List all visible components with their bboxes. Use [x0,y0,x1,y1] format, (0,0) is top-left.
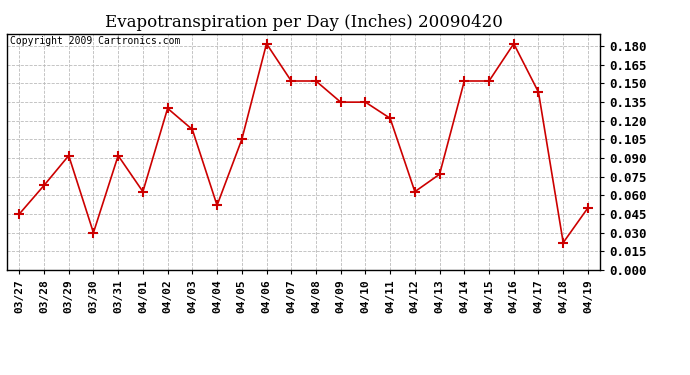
Title: Evapotranspiration per Day (Inches) 20090420: Evapotranspiration per Day (Inches) 2009… [105,14,502,31]
Text: Copyright 2009 Cartronics.com: Copyright 2009 Cartronics.com [10,36,180,46]
